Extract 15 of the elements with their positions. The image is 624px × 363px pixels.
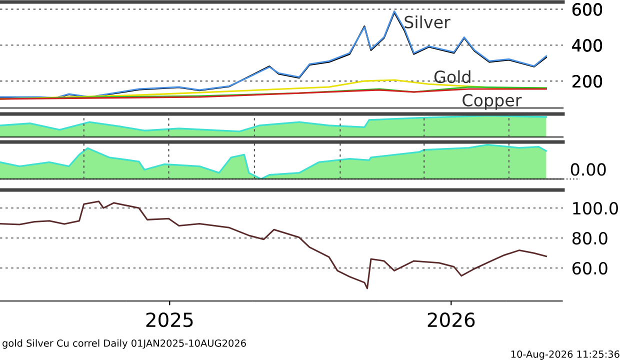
y-tick-label: 600	[572, 3, 602, 16]
annotation: Copper	[462, 94, 522, 110]
annotation: Gold	[434, 70, 470, 84]
line-series	[0, 200, 547, 290]
y-tick-label: 200	[572, 75, 602, 88]
x-tick-label: 2026	[428, 312, 475, 328]
x-tick-label: 2025	[146, 312, 193, 328]
y-tick-label: 80.0	[572, 232, 608, 245]
y-tick-label: 60.0	[572, 262, 608, 275]
ref-line-label: 0.00	[570, 163, 606, 176]
annotation: Silver	[404, 15, 450, 28]
y-tick-label: 400	[572, 39, 602, 52]
text: 10-Aug-2026 11:25:36	[511, 350, 620, 360]
y-tick-label: 100.0	[573, 202, 618, 215]
text: gold Silver Cu correl Daily 01JAN2025-10AUG2026	[2, 339, 246, 349]
